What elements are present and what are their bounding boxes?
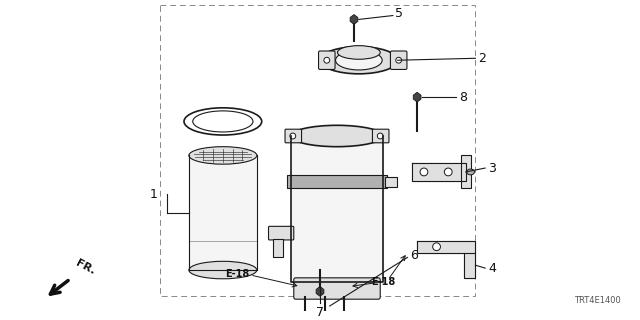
Text: 5: 5 [395, 7, 403, 20]
Ellipse shape [189, 147, 257, 164]
Circle shape [378, 133, 383, 139]
FancyBboxPatch shape [390, 51, 407, 69]
Bar [385, 177, 397, 187]
Circle shape [396, 57, 401, 63]
Text: 8: 8 [459, 91, 467, 104]
Ellipse shape [467, 169, 474, 175]
Bar [287, 175, 387, 188]
Text: 1: 1 [150, 188, 158, 201]
Text: TRT4E1400: TRT4E1400 [574, 296, 621, 305]
Ellipse shape [321, 311, 329, 316]
Circle shape [290, 133, 296, 139]
Text: E-18: E-18 [225, 269, 250, 279]
Polygon shape [350, 15, 358, 24]
Bar [461, 156, 470, 188]
Ellipse shape [301, 311, 309, 316]
FancyBboxPatch shape [285, 129, 301, 143]
Polygon shape [316, 287, 324, 296]
Ellipse shape [337, 46, 380, 59]
Text: 4: 4 [488, 262, 496, 275]
FancyBboxPatch shape [269, 226, 294, 240]
Circle shape [444, 168, 452, 176]
FancyBboxPatch shape [319, 51, 335, 69]
Ellipse shape [320, 47, 397, 74]
Text: FR.: FR. [74, 258, 97, 277]
Text: 7: 7 [316, 306, 324, 319]
Polygon shape [413, 92, 421, 102]
Bar [160, 5, 476, 296]
Ellipse shape [335, 51, 382, 70]
Ellipse shape [291, 125, 383, 147]
Ellipse shape [340, 311, 348, 316]
Ellipse shape [189, 261, 257, 279]
Text: 2: 2 [478, 52, 486, 65]
Circle shape [433, 243, 440, 251]
FancyBboxPatch shape [294, 278, 380, 299]
Circle shape [324, 57, 330, 63]
Text: 6: 6 [410, 249, 418, 262]
Text: 3: 3 [488, 162, 496, 174]
Circle shape [420, 168, 428, 176]
Text: E-18: E-18 [371, 277, 396, 287]
FancyBboxPatch shape [372, 129, 389, 143]
Polygon shape [273, 239, 283, 257]
